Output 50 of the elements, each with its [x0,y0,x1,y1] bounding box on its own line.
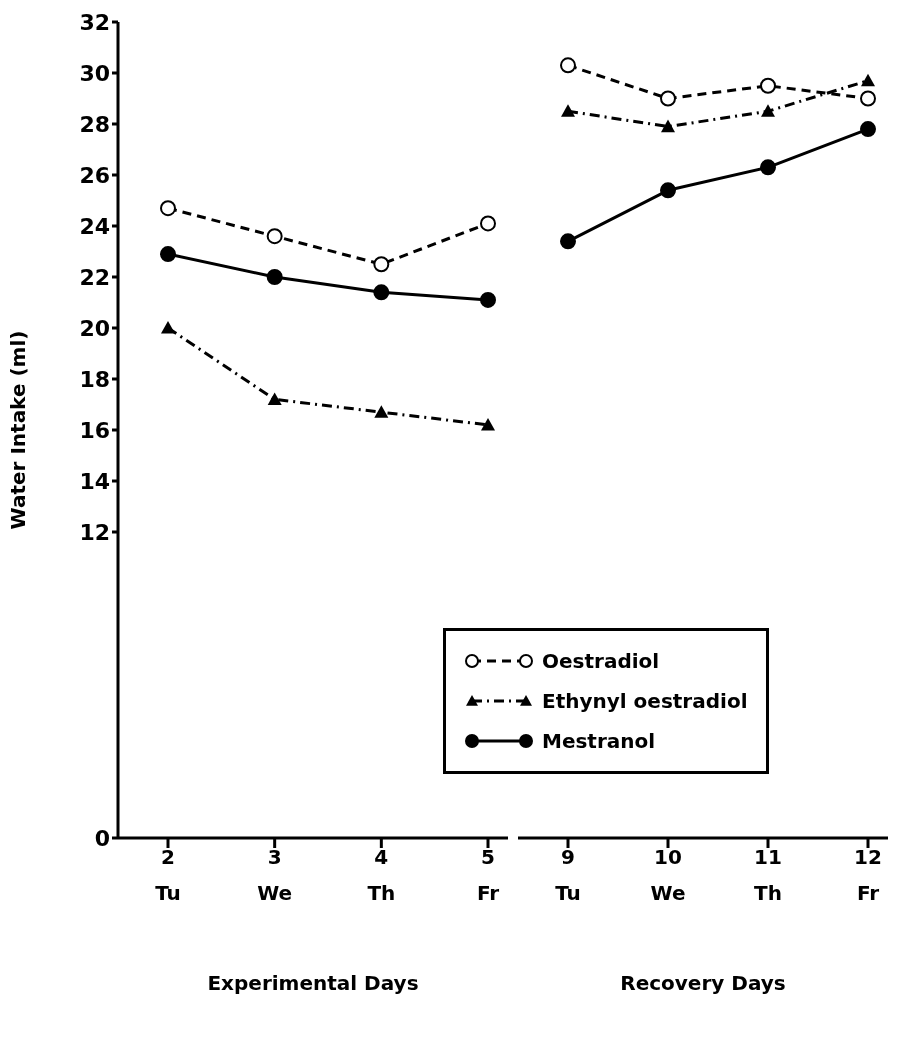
x-tick-label: 3 We [257,845,293,905]
legend-label: Oestradiol [542,649,660,673]
y-axis-title: Water Intake (ml) [6,330,31,530]
point [160,246,176,263]
y-tick-label: 22 [79,264,110,290]
y-tick-label: 20 [79,315,110,341]
y-tick-label: 26 [79,162,110,188]
x-tick-label: 11 Th [754,845,782,905]
point [660,90,676,107]
y-tick-label: 30 [79,60,110,86]
legend-label: Mestranol [542,729,656,753]
point [660,182,676,199]
x-tick-label: 10 We [650,845,686,905]
point [161,321,175,334]
point [160,200,176,217]
y-tick-label: 0 [94,825,110,851]
point [760,159,776,176]
point [560,233,576,250]
x-tick-label: 5 Fr [476,845,500,905]
x-tick-label: 2 Tu [155,845,181,905]
x-tick-label: 4 Th [367,845,396,905]
x-tick-label: 9 Tu [555,845,581,905]
y-tick-label: 12 [79,519,110,545]
point [480,291,496,308]
point [481,417,495,431]
point [861,73,875,87]
x-tick-label: 12 Fr [854,845,882,905]
point [373,256,390,273]
legend-label: Ethynyl oestradiol [542,689,748,713]
point [760,77,776,94]
point [761,104,775,117]
point [561,104,575,117]
point [374,405,389,418]
y-tick-label: 32 [79,9,110,35]
y-tick-label: 16 [79,417,110,443]
x-axis-title: Recovery Days [620,971,786,995]
point [266,269,283,285]
point [860,121,876,138]
point [267,392,282,405]
y-tick-label: 14 [79,468,110,494]
point [373,284,390,301]
point [860,90,876,107]
y-tick-label: 18 [79,366,110,392]
y-tick-label: 28 [79,111,110,137]
point [560,57,576,74]
point [266,228,283,245]
point [661,119,675,133]
y-tick-label: 24 [79,213,110,239]
x-axis-title: Experimental Days [207,971,419,995]
point [480,215,496,232]
